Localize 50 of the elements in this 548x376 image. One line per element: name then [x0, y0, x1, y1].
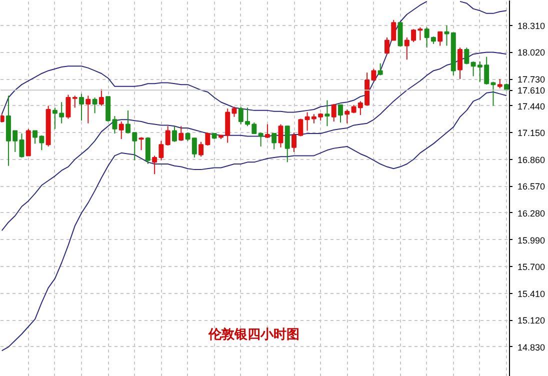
- candlestick: [331, 103, 336, 122]
- candlestick: [258, 132, 264, 147]
- y-tick-label: 18.020: [518, 48, 546, 58]
- candlestick: [284, 126, 290, 163]
- candlestick: [344, 109, 350, 124]
- candlestick: [238, 106, 244, 125]
- annotation: 伦敦银四小时图: [208, 326, 300, 343]
- candlestick: [438, 31, 443, 46]
- candlestick: [178, 126, 184, 142]
- candlestick: [98, 88, 104, 106]
- candlestick: [145, 136, 150, 165]
- y-tick-label: 17.150: [518, 128, 546, 138]
- y-tick-label: 16.860: [518, 154, 546, 165]
- candlestick: [444, 24, 450, 46]
- candlestick: [172, 126, 177, 142]
- candlestick: [79, 93, 84, 122]
- y-tick-label: 16.570: [518, 182, 546, 192]
- y-tick-label: 15.410: [518, 288, 546, 299]
- y-tick-label: 15.700: [518, 262, 546, 272]
- candlestick: [205, 132, 210, 146]
- candlestick: [165, 126, 170, 146]
- candlestick: [118, 121, 124, 140]
- candlestick: [19, 133, 24, 158]
- candlestick: [198, 141, 204, 158]
- y-tick-label: 15.120: [518, 316, 546, 326]
- y-tick-label: 14.830: [518, 342, 546, 352]
- candlestick: [338, 104, 343, 123]
- y-tick-label: 17.730: [518, 74, 546, 85]
- candlestick: [418, 26, 423, 41]
- candlestick: [138, 136, 144, 151]
- candlestick: [458, 47, 463, 80]
- candlestick: [497, 78, 502, 89]
- candlestick: [464, 47, 470, 65]
- y-tick-label: 17.440: [518, 101, 546, 112]
- candlestick: [378, 62, 383, 76]
- candlestick: [92, 97, 98, 114]
- candlestick: [272, 133, 277, 150]
- ref-line-label: 17.610: [518, 86, 546, 96]
- candlestick: [86, 95, 91, 124]
- y-tick-label: 18.310: [518, 20, 546, 31]
- y-tick-label: 15.990: [518, 235, 546, 246]
- candlestick: [398, 22, 403, 48]
- line-series: [1, 91, 508, 352]
- candlestick: [324, 100, 330, 127]
- candlestick: [278, 124, 284, 148]
- candlestick: [72, 95, 78, 108]
- candlestick: [264, 124, 270, 139]
- y-tick-label: 16.280: [518, 208, 546, 218]
- candlestick: [66, 94, 71, 120]
- candlestick: [232, 106, 237, 118]
